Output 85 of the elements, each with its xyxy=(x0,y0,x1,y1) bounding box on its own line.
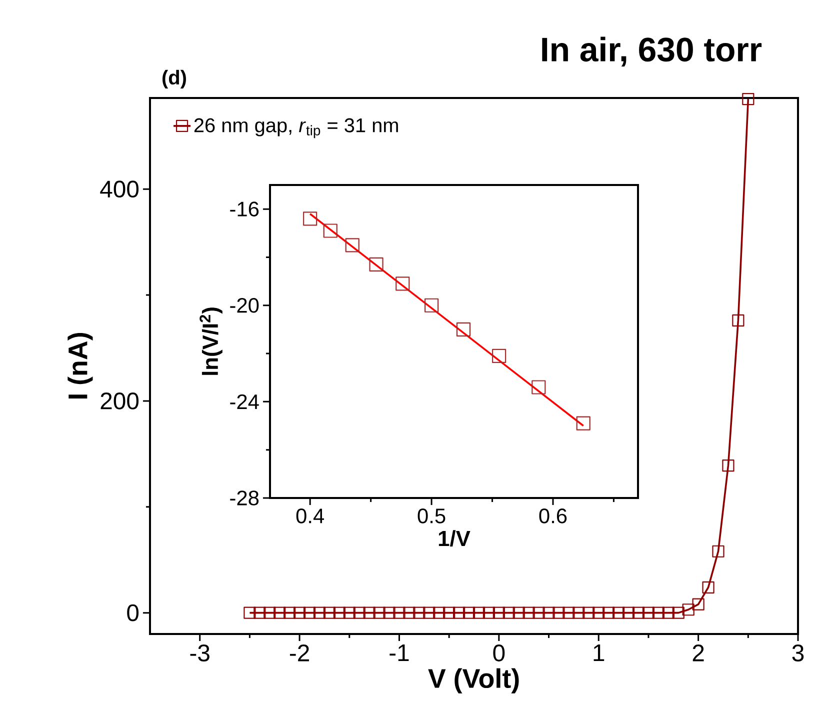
point xyxy=(662,606,674,619)
point xyxy=(396,276,410,291)
x-tick-label: 0.5 xyxy=(418,508,446,524)
point xyxy=(742,93,754,106)
point xyxy=(413,606,426,619)
point xyxy=(576,416,590,430)
y-tick-label: -24 xyxy=(230,394,259,409)
point xyxy=(462,606,476,619)
point xyxy=(284,606,296,619)
point xyxy=(345,238,360,252)
x-tick-label: 2 xyxy=(692,644,704,662)
point xyxy=(373,606,386,619)
y-tick-label: -20 xyxy=(230,298,259,313)
point xyxy=(254,606,266,619)
point xyxy=(343,606,356,619)
point xyxy=(492,348,506,363)
legend-label: 26 nm gap, r$_{tip}$ = 31 nm xyxy=(194,118,398,138)
point xyxy=(562,606,575,619)
point xyxy=(313,606,326,619)
point xyxy=(622,606,635,619)
point xyxy=(632,606,645,619)
point xyxy=(492,606,505,619)
point xyxy=(642,606,655,619)
x-tick-label: -2 xyxy=(290,644,309,662)
point xyxy=(472,606,486,619)
point xyxy=(433,606,446,619)
chart-title: In air, 630 torr xyxy=(542,36,762,66)
y-axis-title: I (nA) xyxy=(68,332,93,399)
x-tick-label: 0.4 xyxy=(296,508,324,524)
point xyxy=(482,606,496,619)
x-tick-label: 3 xyxy=(792,644,804,662)
point xyxy=(572,606,585,619)
point xyxy=(293,606,306,619)
point xyxy=(323,224,338,238)
point xyxy=(612,606,625,619)
point xyxy=(522,606,535,619)
point xyxy=(552,606,565,619)
point xyxy=(452,606,466,619)
point xyxy=(264,606,276,619)
point xyxy=(323,606,336,619)
point xyxy=(652,606,664,619)
point xyxy=(722,460,734,472)
x-tick-label: -1 xyxy=(390,644,409,661)
point xyxy=(303,606,316,619)
point xyxy=(363,606,376,619)
point xyxy=(456,322,471,337)
point xyxy=(542,606,555,619)
y-tick-label: -28 xyxy=(230,490,259,506)
x-tick-label: 1 xyxy=(594,644,604,661)
point xyxy=(393,606,406,619)
y-tick-label: 0 xyxy=(127,604,139,622)
point xyxy=(443,606,456,619)
point xyxy=(582,606,595,619)
point xyxy=(244,606,256,619)
y-axis-title: ln(V/I$^{2}$) xyxy=(200,308,222,375)
point xyxy=(303,212,318,226)
x-axis-title: 1/V xyxy=(438,530,470,546)
y-tick-label: 200 xyxy=(100,392,139,410)
y-tick-label: -16 xyxy=(230,202,259,216)
y-tick-label: 400 xyxy=(100,180,139,198)
point xyxy=(532,606,545,619)
x-tick-label: 0 xyxy=(493,644,505,662)
point xyxy=(702,581,714,594)
point xyxy=(532,380,546,394)
point xyxy=(672,606,684,619)
point xyxy=(732,314,744,326)
point xyxy=(512,606,525,619)
point xyxy=(692,598,704,610)
x-tick-label: 0.6 xyxy=(539,508,567,524)
point xyxy=(403,606,416,619)
point xyxy=(423,606,436,619)
point xyxy=(592,606,605,619)
point xyxy=(274,606,286,619)
point xyxy=(502,606,515,619)
x-tick-label: -3 xyxy=(190,644,210,662)
point xyxy=(424,298,439,312)
point xyxy=(369,257,384,272)
point xyxy=(712,545,724,558)
point xyxy=(333,606,346,619)
x-axis-title: V (Volt) xyxy=(428,668,519,694)
point xyxy=(602,606,615,619)
point xyxy=(353,606,366,619)
point xyxy=(682,604,694,616)
point xyxy=(383,606,396,619)
text: (d) xyxy=(162,70,186,88)
